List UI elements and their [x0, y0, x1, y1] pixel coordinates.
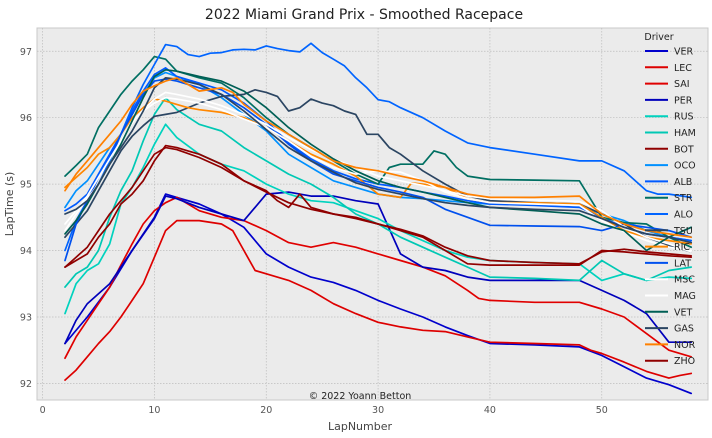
plot-area	[36, 27, 709, 401]
legend-label-gas: GAS	[674, 324, 694, 335]
series-line-mag	[64, 91, 693, 253]
legend-label-ver: VER	[674, 47, 694, 58]
series-line-alo	[64, 42, 693, 252]
legend-label-sai: SAI	[674, 79, 690, 90]
legend-label-lec: LEC	[674, 63, 692, 74]
legend-label-mag: MAG	[674, 291, 696, 302]
x-tick-label: 10	[148, 405, 160, 416]
y-tick-label: 97	[20, 47, 32, 58]
x-tick-label: 30	[372, 405, 384, 416]
legend-label-nor: NOR	[674, 340, 696, 351]
legend-label-tsu: TSU	[673, 226, 693, 237]
series-line-per	[64, 191, 693, 345]
legend-label-zho: ZHO	[674, 356, 695, 367]
y-axis-label: LapTime (s)	[3, 172, 16, 237]
series-line-gas	[64, 76, 693, 244]
legend-label-rus: RUS	[674, 112, 694, 123]
x-tick-label: 50	[596, 405, 608, 416]
legend-label-lat: LAT	[674, 258, 691, 269]
x-tick-label: 40	[484, 405, 496, 416]
chart-title: 2022 Miami Grand Prix - Smoothed Racepac…	[205, 7, 523, 23]
legend-label-str: STR	[674, 193, 693, 204]
legend-label-bot: BOT	[674, 144, 694, 155]
legend-label-ric: RIC	[674, 242, 690, 253]
legend-label-ham: HAM	[674, 128, 696, 139]
legend-label-per: PER	[674, 95, 693, 106]
y-tick-label: 94	[20, 246, 32, 257]
copyright-annotation: © 2022 Yoann Betton	[309, 391, 412, 402]
x-axis-label: LapNumber	[328, 420, 393, 433]
series-line-ham	[64, 96, 693, 288]
x-tick-label: 0	[40, 405, 46, 416]
legend-label-vet: VET	[674, 307, 693, 318]
series-line-bot	[64, 144, 693, 268]
series-line-vet	[64, 68, 693, 252]
x-tick-label: 20	[260, 405, 272, 416]
series-line-nor	[64, 76, 693, 239]
legend-label-msc: MSC	[674, 275, 695, 286]
series-line-sai	[64, 196, 693, 360]
series-line-zho	[64, 146, 693, 268]
legend-title: Driver	[644, 32, 673, 43]
legend-label-alb: ALB	[674, 177, 692, 188]
series-lines	[64, 42, 693, 395]
legend-label-alo: ALO	[674, 210, 693, 221]
y-tick-label: 92	[20, 379, 32, 390]
series-line-lec	[64, 219, 693, 381]
y-tick-label: 93	[20, 312, 32, 323]
legend-label-oco: OCO	[674, 161, 696, 172]
series-line-lat	[64, 78, 693, 262]
y-tick-label: 96	[20, 113, 32, 124]
y-tick-label: 95	[20, 180, 32, 191]
